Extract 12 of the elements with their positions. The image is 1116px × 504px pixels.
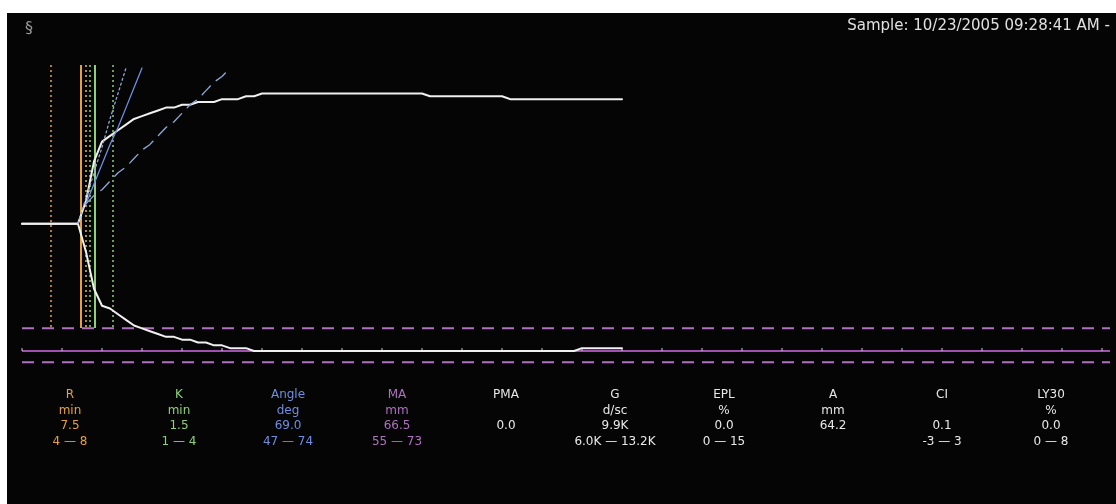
text: K min 1.5 1 — 4	[161, 387, 197, 448]
text: G d/sc 9.9K 6.0K — 13.2K	[574, 387, 657, 448]
text: A mm 64.2	[819, 387, 847, 432]
text: CI 0.1 -3 — 3	[922, 387, 962, 448]
text: R min 7.5 4 — 8	[52, 387, 88, 448]
text: LY30 % 0.0 0 — 8	[1033, 387, 1069, 448]
text: EPL % 0.0 0 — 15	[702, 387, 746, 448]
text: MA mm 66.5 55 — 73	[371, 387, 423, 448]
chart-title: Sample: 10/23/2005 09:28:41 AM -	[847, 16, 1110, 34]
text: §	[25, 18, 33, 37]
text: PMA 0.0	[493, 387, 519, 432]
text: Angle deg 69.0 47 — 74	[262, 387, 314, 448]
